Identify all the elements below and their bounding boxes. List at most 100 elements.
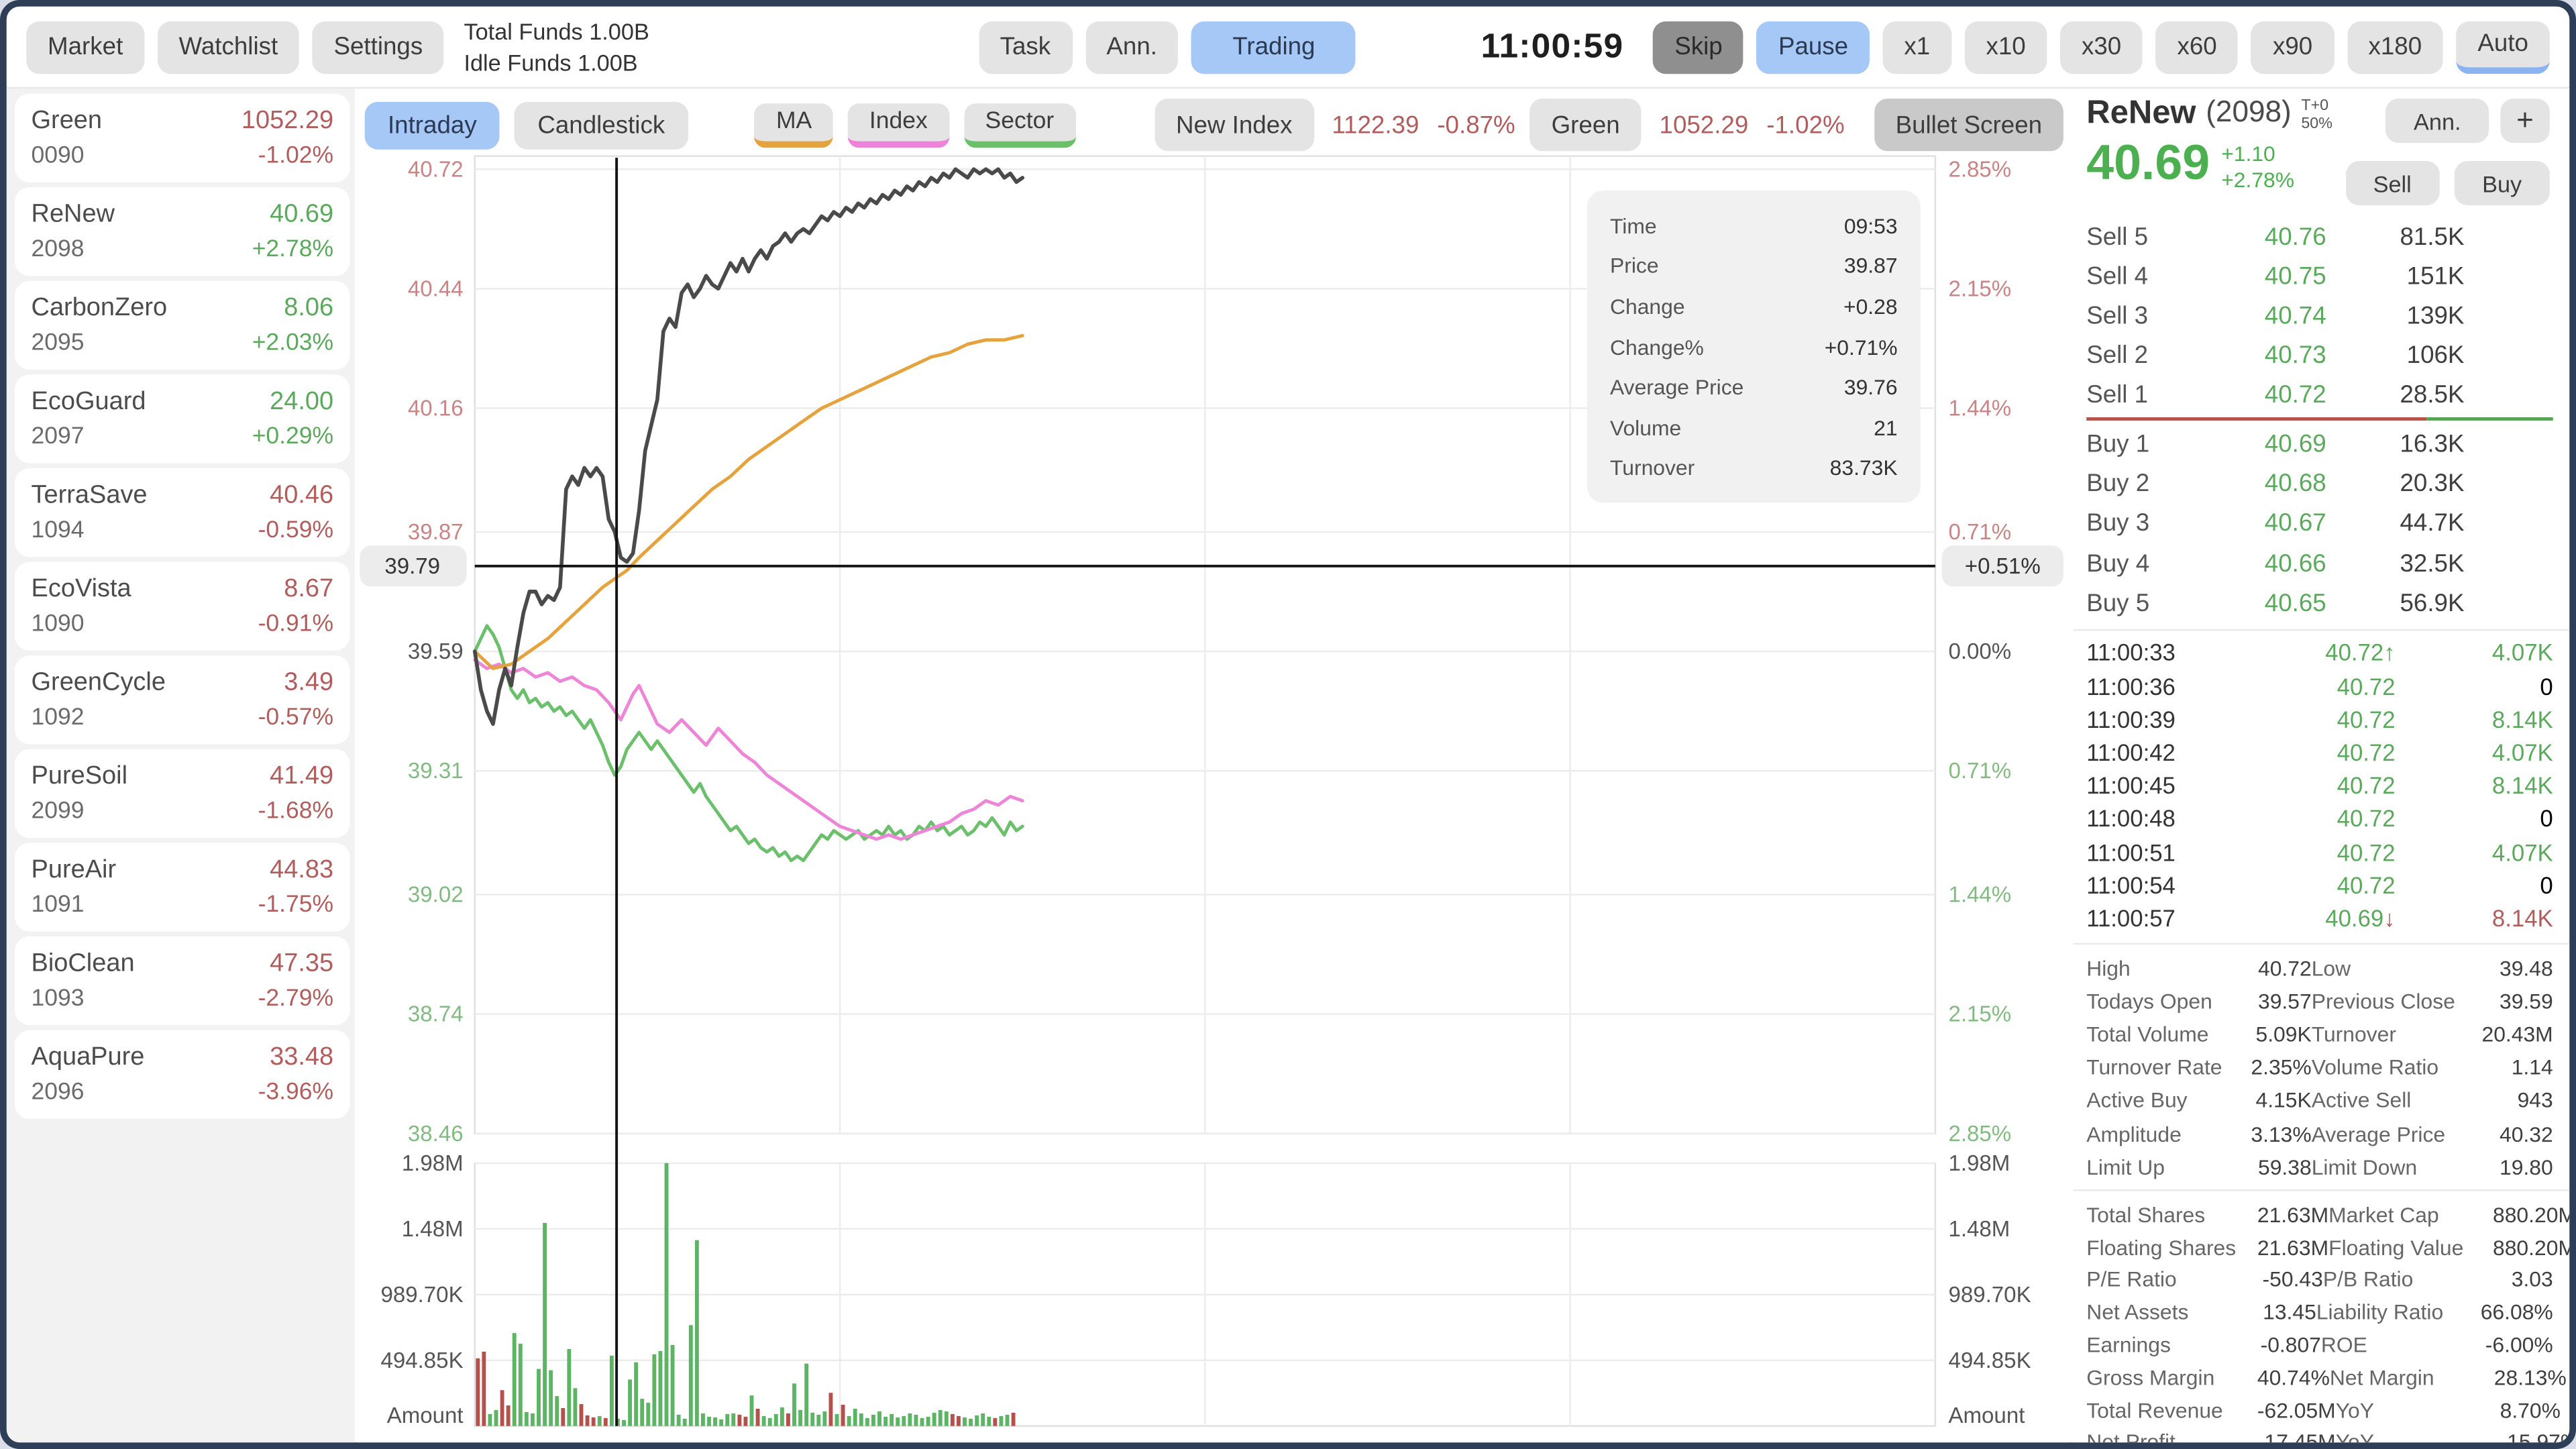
add-to-watchlist-button[interactable]: + [2500, 98, 2550, 144]
volume-tick-label: 989.70K [380, 1283, 463, 1307]
speed-button-x90[interactable]: x90 [2251, 20, 2334, 73]
volume-bar [767, 1417, 772, 1426]
trade-volume: 0 [2540, 873, 2553, 900]
orderbook-row-buy[interactable]: Buy 1 40.69 16.3K [2086, 425, 2553, 464]
index-button-0[interactable]: New Index [1155, 98, 1314, 152]
orderbook-row-sell[interactable]: Sell 5 40.76 81.5K [2086, 217, 2553, 256]
volume-bar [731, 1413, 736, 1426]
watchlist-item-0090[interactable]: Green 1052.29 0090 -1.02% [15, 93, 350, 182]
index-button-1[interactable]: Green [1529, 98, 1642, 152]
speed-button-x10[interactable]: x10 [1964, 20, 2047, 73]
stock-price: 47.35 [270, 949, 334, 978]
toolbar-divider [6, 87, 2570, 89]
volume-bar [682, 1418, 687, 1426]
tooltip-row: Price 39.87 [1610, 246, 1898, 286]
volume-tick-label: 494.85K [1948, 1348, 2031, 1373]
orderbook-price: 40.73 [2264, 341, 2326, 370]
stock-header: ReNew (2098) T+0 50% 40.69 +1.10 +2.78% An… [2086, 95, 2553, 217]
watchlist-item-2096[interactable]: AquaPure 33.48 2096 -3.96% [15, 1030, 350, 1119]
pause-button[interactable]: Pause [1757, 20, 1870, 73]
buy-button[interactable]: Buy [2454, 161, 2550, 206]
volume-bar [476, 1358, 480, 1426]
fundamental-label: P/E Ratio [2086, 1267, 2177, 1292]
chart-area: Intraday Candlestick MA Index Sector New I… [358, 89, 2070, 1443]
watchlist-item-1091[interactable]: PureAir 44.83 1091 -1.75% [15, 843, 350, 932]
orderbook-level-label: Buy 3 [2086, 510, 2150, 538]
watchlist-item-1092[interactable]: GreenCycle 3.49 1092 -0.57% [15, 655, 350, 745]
orderbook-row-buy[interactable]: Buy 2 40.68 20.3K [2086, 464, 2553, 504]
speed-button-x30[interactable]: x30 [2060, 20, 2143, 73]
legend-ma-button[interactable]: MA [755, 103, 834, 148]
intraday-chart[interactable]: 40.72 2.85% 40.44 2.15% 40.16 1.44% 39.87 0.71%… [358, 148, 2070, 1449]
watchlist-item-1090[interactable]: EcoVista 8.67 1090 -0.91% [15, 561, 350, 651]
skip-button[interactable]: Skip [1653, 20, 1744, 73]
volume-bar [561, 1407, 566, 1426]
stat-row: Total Volume 5.09K Turnover 20.43M [2086, 1018, 2553, 1051]
volume-bar [822, 1411, 827, 1426]
trade-price: 40.72 [2337, 840, 2396, 867]
volume-bar [999, 1415, 1004, 1426]
fundamental-row: P/E Ratio -50.43 P/B Ratio 3.03 [2086, 1263, 2553, 1295]
task-button[interactable]: Task [978, 20, 1072, 73]
orderbook-row-buy[interactable]: Buy 5 40.65 56.9K [2086, 584, 2553, 623]
announcement-button[interactable]: Ann. [1085, 20, 1179, 73]
watchlist-sidebar: Green 1052.29 0090 -1.02% ReNew 40.69 2098 +2.7… [6, 89, 355, 1443]
orderbook-row-sell[interactable]: Sell 2 40.73 106K [2086, 336, 2553, 376]
orderbook-row-sell[interactable]: Sell 3 40.74 139K [2086, 297, 2553, 336]
volume-bar [969, 1418, 973, 1426]
market-button[interactable]: Market [26, 20, 145, 73]
trade-volume: 8.14K [2491, 906, 2553, 933]
stat-value: 2.35% [2251, 1055, 2312, 1080]
speed-button-x60[interactable]: x60 [2155, 20, 2239, 73]
crosshair-price-pill [360, 545, 467, 587]
stock-price: 3.49 [284, 668, 334, 697]
legend-index-button[interactable]: Index [848, 103, 949, 148]
speed-button-x1[interactable]: x1 [1882, 20, 1952, 73]
trade-volume: 4.07K [2491, 741, 2553, 767]
stock-announcement-button[interactable]: Ann. [2385, 98, 2489, 144]
watchlist-item-2099[interactable]: PureSoil 41.49 2099 -1.68% [15, 749, 350, 838]
watchlist-button[interactable]: Watchlist [157, 20, 300, 73]
watchlist-item-2095[interactable]: CarbonZero 8.06 2095 +2.03% [15, 280, 350, 370]
stock-name: AquaPure [31, 1043, 145, 1071]
fundamental-row: Gross Margin 40.74% Net Margin 28.13% [2086, 1361, 2567, 1393]
fundamental-label: Total Revenue [2086, 1397, 2223, 1422]
watchlist-item-1093[interactable]: BioClean 47.35 1093 -2.79% [15, 936, 350, 1026]
tooltip-label: Time [1610, 213, 1657, 238]
settings-button[interactable]: Settings [312, 20, 445, 73]
fundamental-value: 40.74% [2257, 1364, 2330, 1390]
trading-tab-button[interactable]: Trading [1191, 20, 1356, 73]
stat-label: Todays Open [2086, 988, 2212, 1014]
trade-time: 11:00:54 [2086, 873, 2176, 900]
stat-value: 5.09K [2255, 1022, 2312, 1047]
stat-value: 59.38 [2258, 1155, 2312, 1179]
volume-bar [1005, 1414, 1010, 1426]
orderbook-row-buy[interactable]: Buy 3 40.67 44.7K [2086, 504, 2553, 543]
trade-time: 11:00:51 [2086, 840, 2176, 867]
stock-name: EcoGuard [31, 387, 146, 416]
auto-speed-button[interactable]: Auto [2456, 20, 2550, 73]
legend-sector-button[interactable]: Sector [963, 103, 1076, 148]
orderbook-row-sell[interactable]: Sell 4 40.75 151K [2086, 257, 2553, 297]
speed-button-x180[interactable]: x180 [2347, 20, 2443, 73]
sell-button[interactable]: Sell [2345, 161, 2440, 206]
fundamental-value: 880.20M [2493, 1234, 2576, 1260]
stock-price: 44.83 [270, 855, 334, 884]
orderbook-row-sell[interactable]: Sell 1 40.72 28.5K [2086, 376, 2553, 415]
volume-bar [865, 1417, 869, 1426]
section-divider [2073, 1189, 2570, 1192]
stat-label: Limit Down [2311, 1155, 2418, 1179]
volume-bar [694, 1240, 699, 1426]
orderbook-row-buy[interactable]: Buy 4 40.66 32.5K [2086, 544, 2553, 584]
bullet-screen-button[interactable]: Bullet Screen [1874, 98, 2063, 152]
tab-intraday[interactable]: Intraday [364, 101, 500, 149]
tab-candlestick[interactable]: Candlestick [515, 101, 688, 149]
watchlist-item-2097[interactable]: EcoGuard 24.00 2097 +0.29% [15, 374, 350, 464]
tooltip-row: Average Price 39.76 [1610, 367, 1898, 407]
volume-bar [700, 1413, 705, 1426]
stat-row: High 40.72 Low 39.48 [2086, 951, 2553, 984]
watchlist-item-1094[interactable]: TerraSave 40.46 1094 -0.59% [15, 468, 350, 557]
watchlist-item-2098[interactable]: ReNew 40.69 2098 +2.78% [15, 187, 350, 276]
volume-bar [786, 1413, 790, 1426]
